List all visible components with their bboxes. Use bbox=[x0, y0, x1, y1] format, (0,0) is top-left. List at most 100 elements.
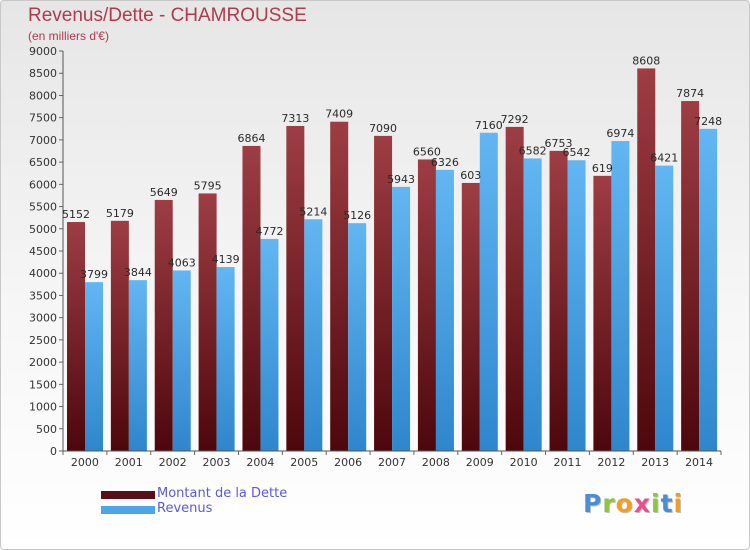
data-label-debt: 603 bbox=[460, 169, 481, 182]
data-label-debt: 5152 bbox=[62, 208, 90, 221]
logo-letter: o bbox=[615, 489, 634, 518]
bar-revenue bbox=[435, 169, 454, 451]
data-label-debt: 5179 bbox=[106, 207, 134, 220]
data-label-debt: 6753 bbox=[545, 137, 573, 150]
legend-swatch-revenue bbox=[101, 506, 155, 514]
bar-debt bbox=[242, 145, 261, 451]
y-tick-label: 6500 bbox=[29, 156, 57, 169]
data-label-debt: 8608 bbox=[632, 54, 660, 67]
x-tick-label: 2010 bbox=[510, 456, 538, 469]
bar-debt bbox=[374, 135, 393, 451]
y-tick-label: 0 bbox=[50, 445, 57, 458]
bar-revenue bbox=[128, 280, 147, 451]
x-tick-label: 2007 bbox=[378, 456, 406, 469]
data-label-debt: 7409 bbox=[325, 108, 353, 121]
data-label-revenue: 6326 bbox=[431, 156, 459, 169]
legend-label-revenue: Revenus bbox=[157, 501, 213, 516]
bar-revenue bbox=[392, 186, 411, 451]
bar-debt bbox=[593, 175, 612, 451]
data-label-revenue: 3844 bbox=[124, 266, 152, 279]
y-tick-label: 2500 bbox=[29, 334, 57, 347]
x-tick-label: 2011 bbox=[553, 456, 581, 469]
x-tick-label: 2008 bbox=[422, 456, 450, 469]
data-label-debt: 6864 bbox=[237, 132, 265, 145]
bar-debt bbox=[286, 125, 305, 451]
y-tick-label: 9000 bbox=[29, 45, 57, 58]
bar-revenue bbox=[611, 141, 630, 452]
x-tick-label: 2005 bbox=[290, 456, 318, 469]
bar-revenue bbox=[567, 160, 586, 451]
logo-letter: t bbox=[660, 489, 674, 518]
y-tick-label: 3000 bbox=[29, 312, 57, 325]
y-tick-label: 7500 bbox=[29, 112, 57, 125]
y-tick-label: 3500 bbox=[29, 289, 57, 302]
y-tick-label: 5500 bbox=[29, 201, 57, 214]
bar-debt bbox=[417, 159, 436, 451]
legend-label-debt: Montant de la Dette bbox=[157, 486, 288, 501]
chart-subtitle: (en milliers d'€) bbox=[28, 29, 109, 43]
logo-letter: r bbox=[602, 489, 616, 518]
data-label-debt: 7090 bbox=[369, 122, 397, 135]
bar-debt bbox=[110, 220, 129, 451]
logo-letter: x bbox=[633, 489, 651, 518]
y-tick-label: 4500 bbox=[29, 245, 57, 258]
data-label-revenue: 7160 bbox=[475, 119, 503, 132]
y-tick-label: 1500 bbox=[29, 378, 57, 391]
bar-revenue bbox=[655, 165, 674, 451]
x-tick-label: 2013 bbox=[641, 456, 669, 469]
x-tick-label: 2001 bbox=[115, 456, 143, 469]
y-tick-label: 4000 bbox=[29, 267, 57, 280]
data-label-debt: 5795 bbox=[194, 179, 222, 192]
bar-debt bbox=[461, 182, 480, 451]
data-label-debt: 7292 bbox=[501, 113, 529, 126]
bar-debt bbox=[637, 68, 656, 451]
x-tick-label: 2003 bbox=[203, 456, 231, 469]
logo-letter: i bbox=[673, 489, 684, 518]
bar-debt bbox=[154, 199, 173, 451]
y-tick-label: 8000 bbox=[29, 89, 57, 102]
y-tick-label: 1000 bbox=[29, 401, 57, 414]
data-label-debt: 7313 bbox=[281, 112, 309, 125]
bar-revenue bbox=[699, 128, 718, 451]
y-tick-label: 8500 bbox=[29, 67, 57, 80]
bar-revenue bbox=[216, 267, 235, 451]
y-tick-label: 7000 bbox=[29, 134, 57, 147]
legend-swatch-debt bbox=[101, 491, 155, 499]
x-tick-label: 2012 bbox=[597, 456, 625, 469]
data-label-revenue: 5126 bbox=[343, 209, 371, 222]
x-tick-label: 2009 bbox=[466, 456, 494, 469]
y-tick-label: 2000 bbox=[29, 356, 57, 369]
bar-revenue bbox=[523, 158, 542, 451]
data-label-revenue: 7248 bbox=[694, 115, 722, 128]
data-label-debt: 619 bbox=[592, 162, 613, 175]
data-label-revenue: 4772 bbox=[255, 225, 283, 238]
x-tick-label: 2002 bbox=[159, 456, 187, 469]
bar-revenue bbox=[479, 132, 498, 451]
bar-revenue bbox=[172, 270, 191, 451]
data-label-revenue: 4063 bbox=[168, 256, 196, 269]
data-label-revenue: 4139 bbox=[212, 253, 240, 266]
data-label-revenue: 5943 bbox=[387, 173, 415, 186]
x-tick-label: 2006 bbox=[334, 456, 362, 469]
data-label-revenue: 6974 bbox=[606, 127, 634, 140]
y-tick-label: 5000 bbox=[29, 223, 57, 236]
bar-revenue bbox=[85, 282, 103, 451]
x-tick-label: 2014 bbox=[685, 456, 713, 469]
bar-debt bbox=[681, 101, 700, 452]
chart-title: Revenus/Dette - CHAMROUSSE bbox=[28, 5, 307, 26]
bar-debt bbox=[67, 222, 85, 451]
data-label-debt: 5649 bbox=[150, 186, 178, 199]
logo-letter: P bbox=[583, 489, 603, 518]
data-label-revenue: 3799 bbox=[80, 268, 108, 281]
proxiti-logo: Proxiti bbox=[583, 489, 683, 518]
x-tick-label: 2000 bbox=[71, 456, 99, 469]
bar-revenue bbox=[348, 223, 367, 451]
y-tick-label: 6000 bbox=[29, 178, 57, 191]
bar-debt bbox=[198, 193, 217, 451]
bar-debt bbox=[549, 150, 568, 451]
data-label-revenue: 6421 bbox=[650, 152, 678, 165]
data-label-revenue: 6542 bbox=[563, 146, 591, 159]
bar-revenue bbox=[304, 219, 323, 451]
